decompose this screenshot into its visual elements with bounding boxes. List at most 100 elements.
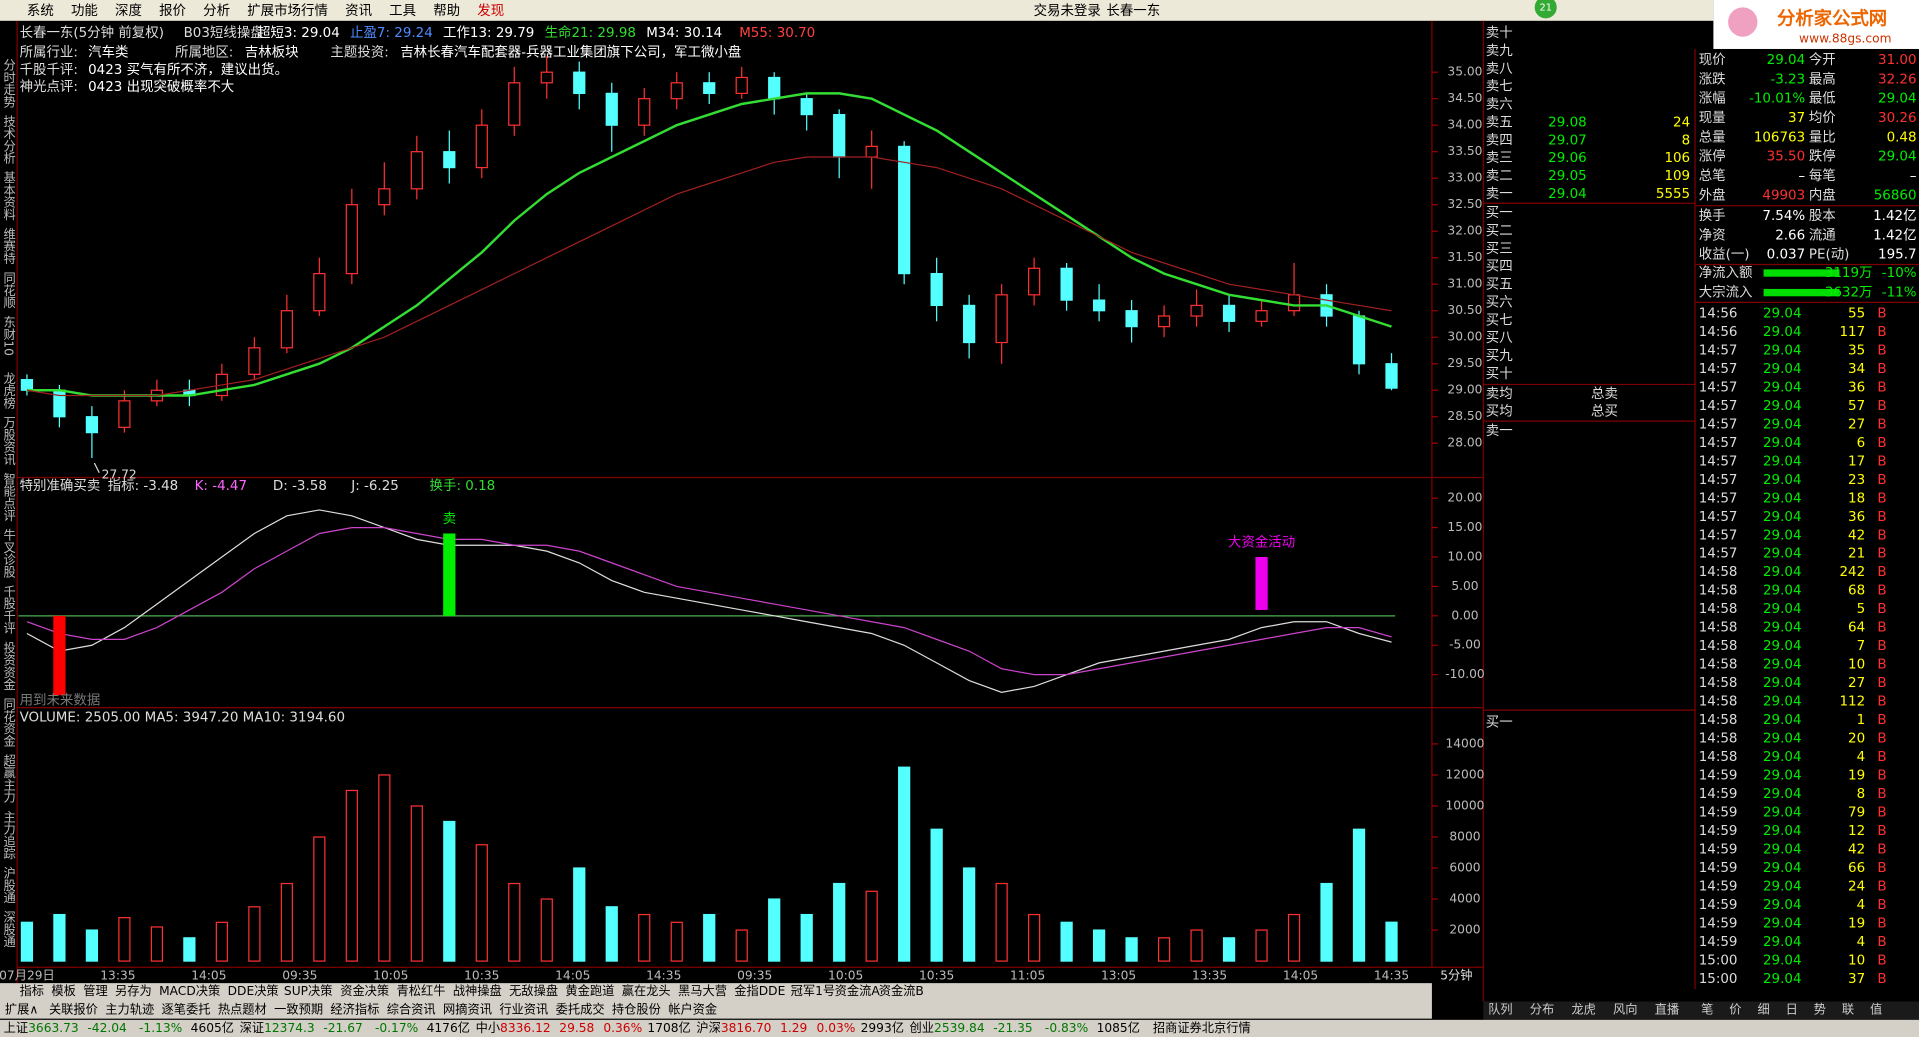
- right-tab[interactable]: 势: [1814, 1003, 1826, 1017]
- sidebar-toggle[interactable]: 侧边栏<: [1434, 1002, 1481, 1017]
- tick-side: B: [1877, 917, 1886, 932]
- tick-price: 29.04: [1763, 953, 1802, 968]
- info-tab[interactable]: 热点题材: [218, 1003, 267, 1017]
- menu-item[interactable]: 工具: [389, 4, 416, 19]
- volume-bar: [150, 926, 164, 962]
- menu-item[interactable]: 资讯: [345, 3, 372, 19]
- y-tick-label: 14000: [1445, 736, 1484, 750]
- menu-item[interactable]: 功能: [71, 3, 98, 19]
- formula-tab[interactable]: 青松红牛: [397, 983, 446, 998]
- sidebar-tab[interactable]: 基本资料: [2, 171, 16, 220]
- sidebar-tab[interactable]: 沪股通: [2, 867, 16, 904]
- menu-item[interactable]: 帮助: [433, 3, 460, 19]
- menu-item[interactable]: 报价: [159, 3, 186, 19]
- formula-tab[interactable]: 黄金跑道: [565, 983, 614, 998]
- right-tab[interactable]: 队列: [1488, 1002, 1512, 1017]
- sidebar-tab[interactable]: 投资资金: [2, 640, 16, 690]
- formula-tab[interactable]: MACD决策: [159, 983, 220, 998]
- info-tab[interactable]: 综合资讯: [387, 1002, 436, 1017]
- right-tab[interactable]: 龙虎: [1571, 1003, 1595, 1017]
- right-tab[interactable]: 直播: [1655, 1003, 1679, 1017]
- logo-name: 分析家公式网: [1777, 8, 1887, 30]
- tick-price: 29.04: [1763, 325, 1802, 340]
- formula-tab[interactable]: 另存为: [115, 984, 152, 998]
- right-tab[interactable]: 笔: [1701, 1002, 1713, 1017]
- info-tab[interactable]: 网摘资讯: [443, 1002, 492, 1017]
- sidebar-tab[interactable]: 牛叉诊股: [2, 528, 16, 579]
- sidebar-tab[interactable]: 龙虎榜: [2, 372, 16, 409]
- right-tab[interactable]: 风向: [1613, 1002, 1637, 1017]
- formula-tab[interactable]: 黑马大营: [678, 984, 727, 998]
- candle-body: [1060, 267, 1073, 301]
- quote-label: 最低: [1809, 91, 1836, 107]
- sidebar-tab[interactable]: 超赢主力: [2, 753, 16, 804]
- formula-tab[interactable]: 模板: [51, 984, 75, 998]
- info-tab[interactable]: 委托成交: [556, 1002, 605, 1017]
- formula-tab[interactable]: 管理: [83, 983, 107, 998]
- info-tab[interactable]: 经济指标: [330, 1002, 379, 1017]
- index-quote: 上证: [4, 1021, 28, 1035]
- formula-name: B03短线操盘: [184, 24, 264, 41]
- formula-tab[interactable]: DDE决策: [228, 983, 279, 998]
- info-tab[interactable]: 帐户资金: [668, 1002, 717, 1017]
- tick-time: 14:59: [1699, 935, 1738, 950]
- info-tab[interactable]: 扩展∧: [5, 1003, 38, 1017]
- menu-item[interactable]: 深度: [115, 3, 142, 19]
- info-tab[interactable]: 一致预期: [274, 1003, 323, 1017]
- right-tab[interactable]: 分布: [1530, 1003, 1554, 1017]
- menu-item[interactable]: 扩展市场行情: [247, 2, 328, 19]
- right-tab[interactable]: 价: [1729, 1003, 1741, 1017]
- quote-value: 0.48: [1887, 130, 1917, 145]
- right-tab[interactable]: 细: [1757, 1003, 1769, 1017]
- x-tick-label: 10:35: [464, 968, 499, 982]
- info-tab[interactable]: 行业资讯: [499, 1003, 548, 1017]
- candle-body: [443, 151, 456, 169]
- info-tab[interactable]: 逐笔委托: [162, 1002, 211, 1017]
- quote-value: 37: [1788, 111, 1805, 126]
- bid-label: 买三: [1486, 241, 1513, 257]
- sidebar-tab[interactable]: 千股千评: [2, 585, 16, 634]
- sidebar-tab[interactable]: 万股资讯: [2, 416, 16, 466]
- candle-body: [800, 98, 813, 116]
- sidebar-tab[interactable]: 智能点评: [2, 471, 16, 521]
- formula-tab[interactable]: 资金流B: [879, 983, 924, 998]
- volume-bar: [605, 906, 618, 962]
- sidebar-tab[interactable]: 技术分析: [2, 115, 16, 165]
- sidebar-tab[interactable]: 东财10: [2, 316, 16, 356]
- menu-item[interactable]: 分析: [203, 3, 230, 19]
- sidebar-tab[interactable]: 主力追踪: [2, 810, 16, 860]
- formula-tab[interactable]: 无敌操盘: [509, 983, 558, 998]
- info-tab[interactable]: 关联报价: [49, 1002, 98, 1017]
- volume-bar: [898, 766, 911, 962]
- menu-item[interactable]: 发现: [477, 3, 504, 19]
- right-tab[interactable]: 值: [1870, 1002, 1882, 1017]
- signal-bar: [1255, 557, 1268, 610]
- formula-tab[interactable]: 资金决策: [340, 983, 389, 998]
- sidebar-tab[interactable]: 同花资金: [2, 698, 16, 747]
- menu-item[interactable]: 系统: [27, 3, 54, 19]
- formula-tab[interactable]: 赢在龙头: [622, 983, 671, 998]
- info-tab[interactable]: 持仓股份: [612, 1002, 661, 1017]
- sidebar-tab[interactable]: 同花顺: [2, 272, 16, 309]
- ma-readout: 工作13: 29.79: [443, 25, 534, 41]
- candle-body: [1385, 363, 1398, 389]
- formula-tab[interactable]: 资金流A: [835, 983, 881, 998]
- right-tab[interactable]: 联: [1842, 1003, 1854, 1017]
- formula-tab[interactable]: 战神操盘: [453, 983, 502, 998]
- formula-tab[interactable]: 金指DDE: [734, 983, 785, 998]
- ma-readout: M55: 30.70: [739, 26, 815, 41]
- formula-tab[interactable]: 冠军1号: [791, 984, 835, 998]
- zoom-button[interactable]: -: [1458, 984, 1462, 998]
- right-tab[interactable]: 日: [1786, 1003, 1798, 1017]
- tick-time: 14:58: [1699, 732, 1738, 747]
- sidebar-tab[interactable]: 分时走势: [2, 59, 16, 108]
- tick-volume: 55: [1848, 306, 1865, 321]
- zoom-button[interactable]: 0: [1474, 984, 1482, 998]
- formula-tab[interactable]: 指标: [20, 983, 44, 998]
- info-tab[interactable]: 主力轨迹: [105, 1003, 154, 1017]
- sidebar-tab[interactable]: 深股通: [2, 911, 16, 948]
- zoom-button[interactable]: +: [1442, 984, 1452, 998]
- sidebar-tab[interactable]: 维赛特: [2, 227, 16, 264]
- formula-tab[interactable]: SUP决策: [284, 983, 333, 998]
- tick-price: 29.04: [1763, 806, 1802, 821]
